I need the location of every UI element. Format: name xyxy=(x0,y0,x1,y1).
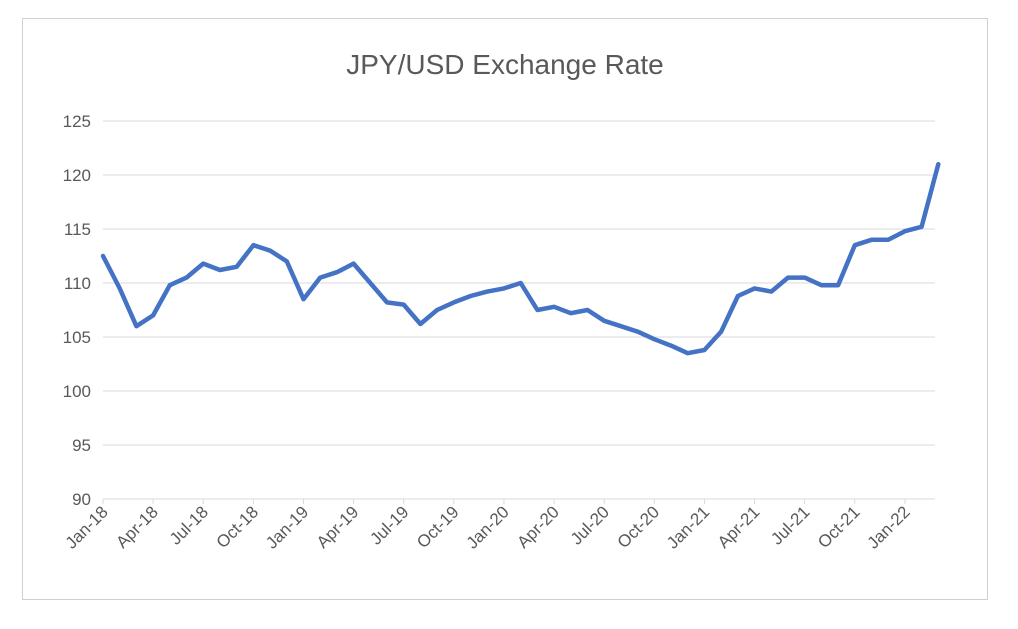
x-tick-label: Jan-20 xyxy=(463,502,513,552)
y-tick-label: 115 xyxy=(64,220,91,239)
chart-frame: JPY/USD Exchange Rate 90 95 100 105 110 115 12… xyxy=(22,18,988,600)
x-axis-ticks: Jan-18 Apr-18 Jul-18 Oct-18 Jan-19 Apr-19 Jul-… xyxy=(62,499,914,553)
x-tick-label: Apr-19 xyxy=(313,502,363,552)
y-tick-label: 100 xyxy=(63,382,91,401)
x-tick-label: Jul-20 xyxy=(567,502,613,548)
series-layer xyxy=(100,161,941,356)
y-tick-label: 90 xyxy=(72,490,91,509)
chart-title: JPY/USD Exchange Rate xyxy=(346,49,664,80)
y-axis-ticks: 90 95 100 105 110 115 120 125 xyxy=(63,112,91,509)
x-tick-label: Oct-19 xyxy=(413,502,463,552)
x-tick-label: Jan-19 xyxy=(262,502,312,552)
y-tick-label: 95 xyxy=(72,436,91,455)
series-line-jpy-usd xyxy=(100,161,941,356)
x-tick-label: Jan-22 xyxy=(864,502,914,552)
x-tick-label: Apr-21 xyxy=(714,502,764,552)
y-tick-label: 110 xyxy=(64,274,91,293)
x-tick-label: Apr-18 xyxy=(112,502,162,552)
x-tick-label: Oct-21 xyxy=(814,502,864,552)
y-tick-label: 125 xyxy=(63,112,91,131)
x-tick-label: Oct-20 xyxy=(614,502,664,552)
x-tick-label: Jul-18 xyxy=(166,502,212,548)
x-tick-label: Apr-20 xyxy=(513,502,563,552)
x-tick-label: Jan-21 xyxy=(663,502,713,552)
gridlines xyxy=(103,120,935,500)
x-tick-label: Jul-21 xyxy=(767,502,813,548)
x-tick-label: Jul-19 xyxy=(366,502,412,548)
x-tick-label: Oct-18 xyxy=(213,502,263,552)
y-tick-label: 105 xyxy=(63,328,91,347)
y-tick-label: 120 xyxy=(63,166,91,185)
x-tick-label: Jan-18 xyxy=(62,502,112,552)
